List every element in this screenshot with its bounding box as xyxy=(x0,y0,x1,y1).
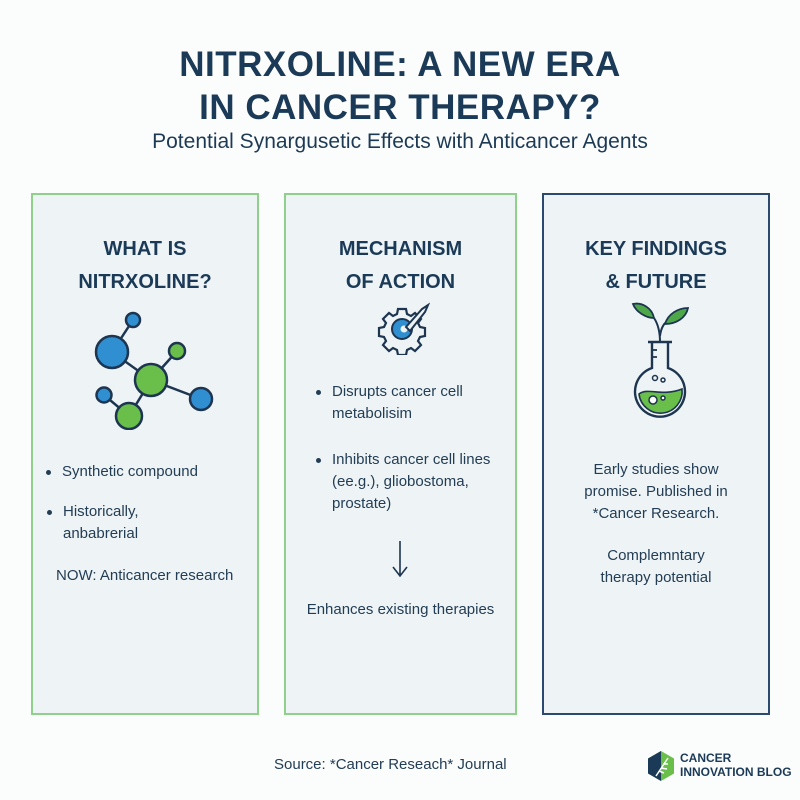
bullet-continuation: anbabrerial xyxy=(63,525,139,542)
arrow-down-icon xyxy=(392,541,408,578)
potential-line: therapy potential xyxy=(600,569,712,586)
flask-plant-icon xyxy=(631,302,690,418)
page-title-line-2: IN CANCER THERAPY? xyxy=(199,88,601,127)
bullet-item: Disrupts cancer cell xyxy=(316,381,463,403)
source-citation: Source: *Cancer Reseach* Journal xyxy=(274,756,507,773)
panel-mechanism: MECHANISM OF ACTION Disrupts cancer cell… xyxy=(284,193,517,715)
panel-note: Enhances existing therapies xyxy=(306,601,495,618)
bullet-item: Historically, xyxy=(47,501,139,523)
bullet-item: Synthetic compound xyxy=(46,461,198,483)
panel-heading: WHAT IS NITRXOLINE? xyxy=(33,233,257,299)
gear-icon xyxy=(377,302,430,355)
hexagon-leaf-logo-icon xyxy=(648,751,674,781)
heading-line: & FUTURE xyxy=(605,271,707,293)
bullet-continuation: prostate) xyxy=(332,495,392,512)
bullet-continuation: metabolisim xyxy=(332,405,413,422)
logo-line: CANCER xyxy=(680,751,732,765)
heading-line: OF ACTION xyxy=(345,271,456,293)
panel-heading: MECHANISM OF ACTION xyxy=(286,233,515,299)
heading-line: KEY FINDINGS xyxy=(585,238,727,260)
logo-line: INNOVATION BLOG xyxy=(680,765,792,779)
potential-line: Complemntary xyxy=(607,547,705,564)
findings-line: Early studies show xyxy=(593,461,719,478)
findings-line: promise. Published in xyxy=(584,483,728,500)
findings-line: *Cancer Research. xyxy=(592,505,720,522)
panel-note: NOW: Anticancer research xyxy=(56,567,234,584)
panel-key-findings: KEY FINDINGS & FUTURE Early studies show… xyxy=(542,193,770,715)
heading-line: MECHANISM xyxy=(338,238,463,260)
molecule-icon xyxy=(94,311,214,430)
panel-heading: KEY FINDINGS & FUTURE xyxy=(544,233,768,299)
panel-what-is: WHAT IS NITRXOLINE? Synthetic compound H… xyxy=(31,193,259,715)
heading-line: WHAT IS xyxy=(103,238,187,260)
page-title-line-1: NITRXOLINE: A NEW ERA xyxy=(179,45,621,84)
page-subtitle: Potential Synargusetic Effects with Anti… xyxy=(152,130,648,153)
bullet-item: Inhibits cancer cell lines xyxy=(315,449,490,471)
bullet-continuation: (ee.g.), gliobostoma, xyxy=(332,473,469,490)
heading-line: NITRXOLINE? xyxy=(78,271,212,293)
